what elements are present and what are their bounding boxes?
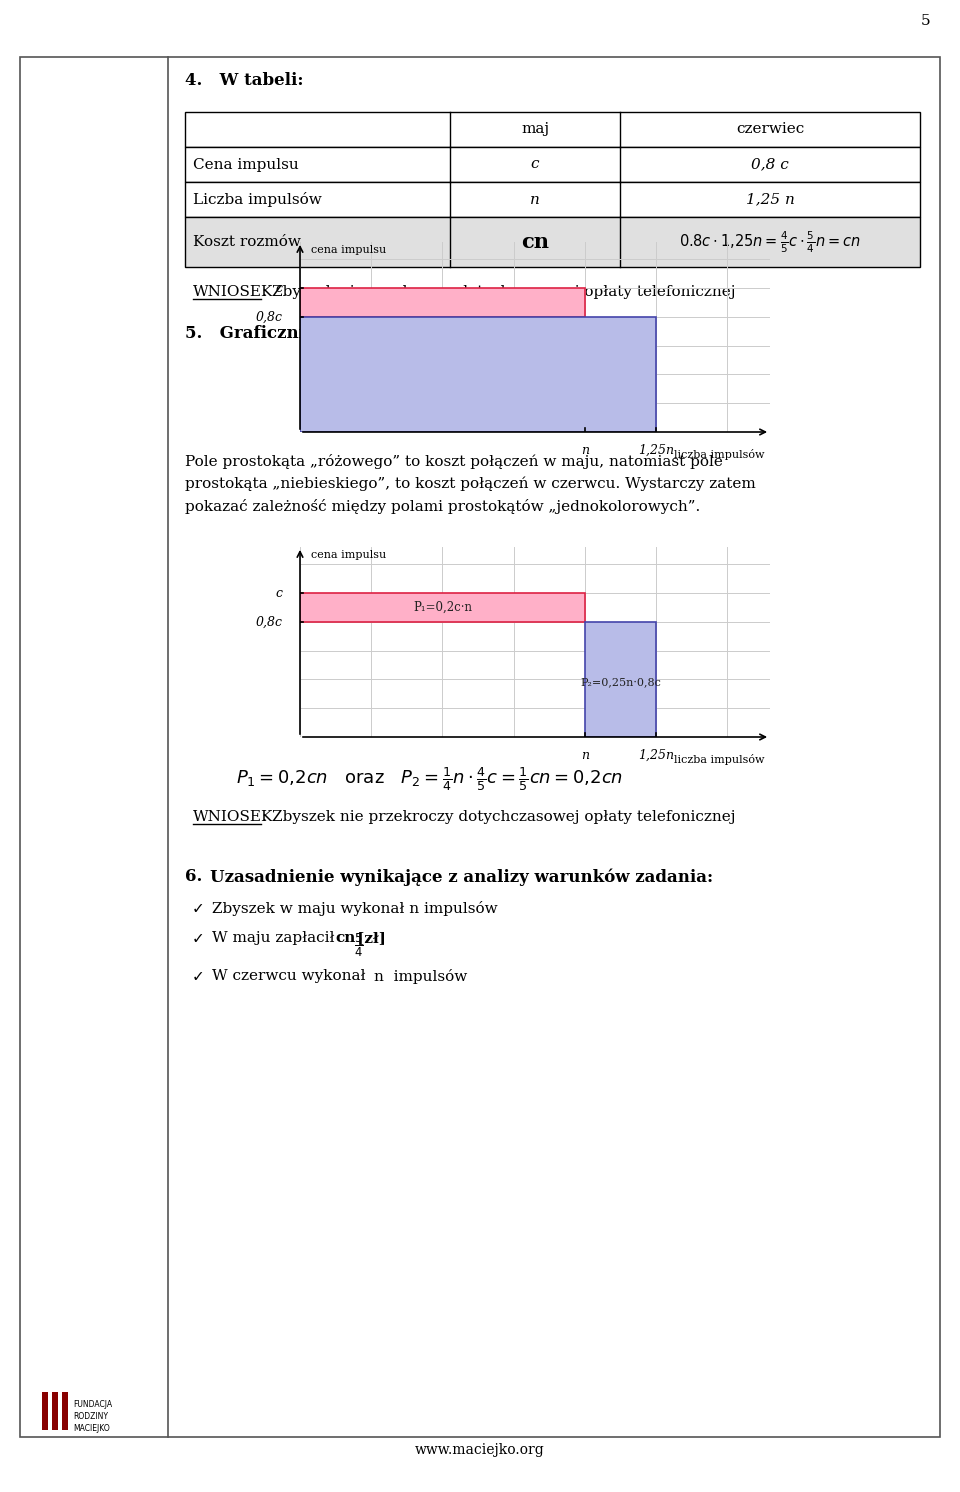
Text: 0,8c: 0,8c — [256, 310, 283, 324]
Text: Koszt rozmów: Koszt rozmów — [193, 236, 300, 249]
Text: cn: cn — [335, 931, 355, 944]
Text: n: n — [581, 443, 588, 457]
Text: W maju zapłacił: W maju zapłacił — [212, 931, 340, 944]
Text: 1,25n: 1,25n — [638, 443, 674, 457]
Bar — [185, 182, 920, 216]
Text: Cena impulsu: Cena impulsu — [193, 158, 299, 172]
Bar — [300, 592, 585, 622]
Text: Pole prostokąta „różowego” to koszt połączeń w maju, natomiast pole
prostokąta „: Pole prostokąta „różowego” to koszt połą… — [185, 454, 756, 513]
Text: c: c — [276, 586, 283, 600]
Bar — [185, 216, 920, 267]
Text: 5.   Graficznie: 5. Graficznie — [185, 325, 316, 342]
Text: Uzasadnienie wynikające z analizy warunków zadania:: Uzasadnienie wynikające z analizy warunk… — [210, 868, 713, 885]
Text: c: c — [276, 282, 283, 294]
Bar — [62, 1392, 68, 1429]
Text: Liczba impulsów: Liczba impulsów — [193, 192, 322, 207]
Text: maj: maj — [521, 122, 549, 136]
Bar — [52, 1392, 58, 1429]
Text: P₂=0,25n·0,8c: P₂=0,25n·0,8c — [580, 677, 660, 688]
Text: czerwiec: czerwiec — [736, 122, 804, 136]
Text: $P_1 = 0{,}2cn$   oraz   $P_2 = \frac{1}{4}n\cdot\frac{4}{5}c = \frac{1}{5}cn = : $P_1 = 0{,}2cn$ oraz $P_2 = \frac{1}{4}n… — [236, 765, 624, 792]
Text: FUNDACJA
RODZINY
MACIEJKO: FUNDACJA RODZINY MACIEJKO — [73, 1399, 112, 1432]
Bar — [300, 316, 656, 433]
Text: www.maciejko.org: www.maciejko.org — [415, 1443, 545, 1458]
Text: n: n — [530, 192, 540, 206]
Text: [zł]: [zł] — [352, 931, 386, 944]
Bar — [42, 1392, 48, 1429]
Text: Zbyszek w maju wykonał n impulsów: Zbyszek w maju wykonał n impulsów — [212, 901, 497, 916]
Text: ✓: ✓ — [192, 931, 204, 946]
Text: cena impulsu: cena impulsu — [311, 245, 387, 255]
Text: W czerwcu wykonał: W czerwcu wykonał — [212, 968, 371, 983]
Text: ✓: ✓ — [192, 968, 204, 985]
Text: cn: cn — [521, 231, 549, 252]
Text: WNIOSEK: WNIOSEK — [193, 810, 274, 824]
Text: WNIOSEK: WNIOSEK — [193, 285, 274, 298]
Bar — [185, 112, 920, 148]
Bar — [585, 622, 656, 737]
Text: n  impulsów: n impulsów — [374, 968, 468, 985]
Text: : Zbyszek nie przekroczy dotychczasowej opłaty telefonicznej: : Zbyszek nie przekroczy dotychczasowej … — [262, 810, 735, 824]
Text: 1,25n: 1,25n — [638, 749, 674, 761]
Text: ✓: ✓ — [192, 901, 204, 916]
Text: c: c — [531, 158, 540, 172]
Text: P₁=0,2c·n: P₁=0,2c·n — [413, 601, 472, 613]
Text: 6.: 6. — [185, 868, 203, 885]
Bar — [185, 148, 920, 182]
Text: 4.   W tabeli:: 4. W tabeli: — [185, 72, 303, 90]
Text: : Zbyszek nie przekroczy dotychczasowej opłaty telefonicznej: : Zbyszek nie przekroczy dotychczasowej … — [262, 285, 735, 298]
Bar — [300, 288, 585, 316]
Text: 0,8c: 0,8c — [256, 615, 283, 628]
Text: $0.8c\cdot1{,}25n=\frac{4}{5}c\cdot\frac{5}{4}n=cn$: $0.8c\cdot1{,}25n=\frac{4}{5}c\cdot\frac… — [679, 230, 861, 255]
Text: liczba impulsów: liczba impulsów — [674, 755, 764, 765]
Text: 0,8 c: 0,8 c — [751, 158, 789, 172]
Text: 1,25 n: 1,25 n — [746, 192, 795, 206]
Text: cena impulsu: cena impulsu — [311, 551, 387, 560]
Text: n: n — [581, 749, 588, 761]
Text: $\frac{5}{4}$: $\frac{5}{4}$ — [354, 931, 364, 959]
Text: 5: 5 — [921, 13, 930, 28]
Text: liczba impulsów: liczba impulsów — [674, 449, 764, 460]
